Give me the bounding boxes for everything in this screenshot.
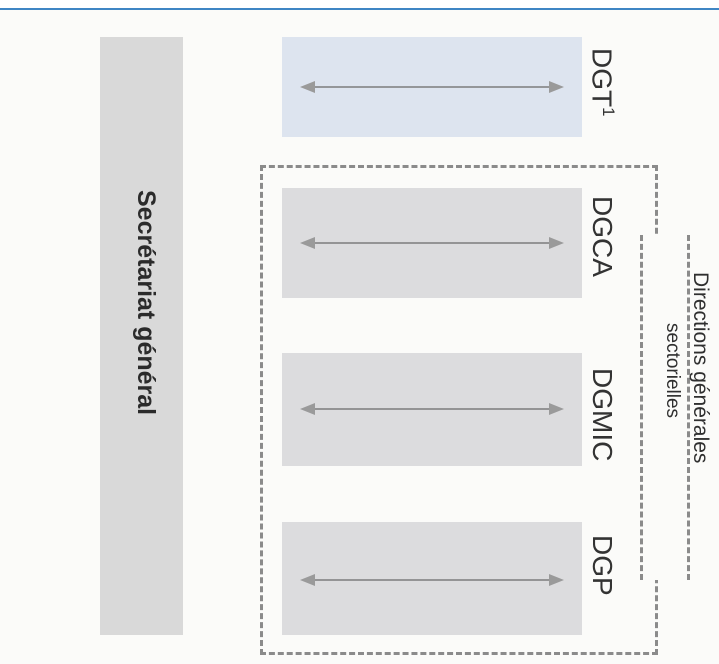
group-title: Directions générales xyxy=(689,272,712,464)
double-arrow-icon xyxy=(300,237,564,249)
group-label-box xyxy=(640,235,690,580)
dgmic-label: DGMIC xyxy=(587,368,618,462)
dgmic-box xyxy=(282,353,582,466)
double-arrow-icon xyxy=(300,403,564,415)
group-subtitle: sectorielles xyxy=(662,323,683,419)
dgt-label: DGT1 xyxy=(586,48,618,117)
double-arrow-icon xyxy=(300,81,564,93)
dgt-box xyxy=(282,37,582,137)
secretariat-general-label: Secrétariat général xyxy=(132,190,160,416)
dgp-label: DGP xyxy=(587,535,618,596)
dgp-box xyxy=(282,522,582,635)
dgca-label: DGCA xyxy=(587,196,618,277)
dgca-box xyxy=(282,188,582,298)
secretariat-general-box xyxy=(100,37,183,635)
top-rule xyxy=(0,0,719,10)
double-arrow-icon xyxy=(300,574,564,586)
